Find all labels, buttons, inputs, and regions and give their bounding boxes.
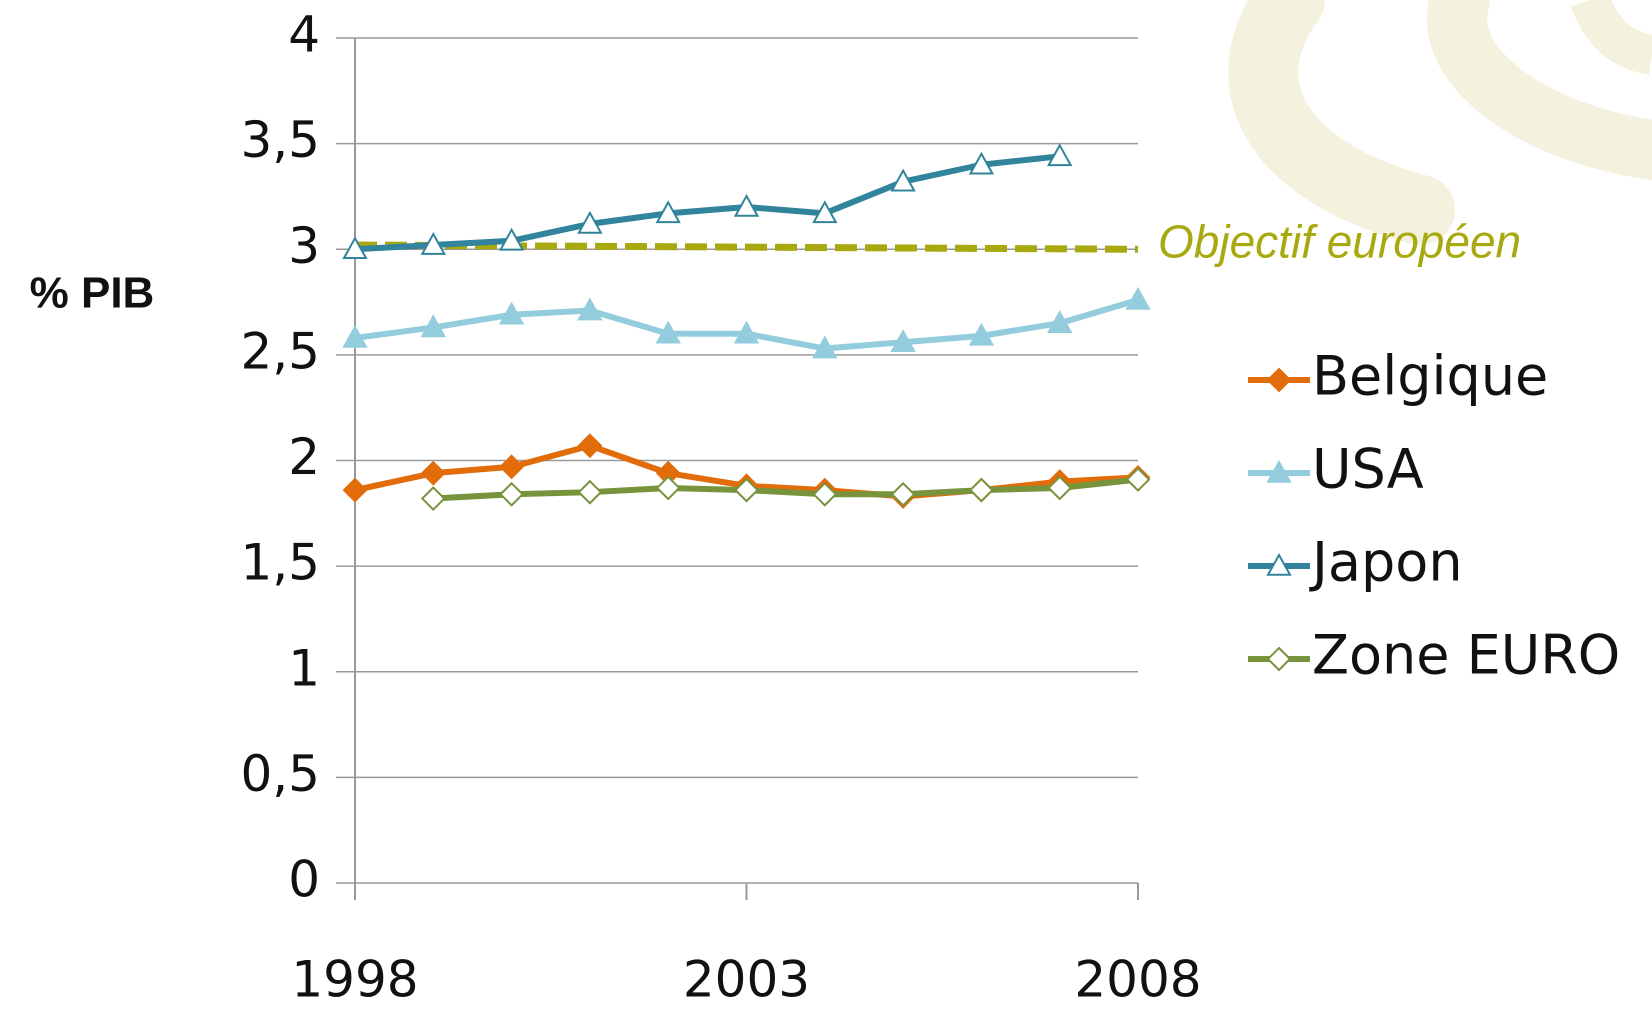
data-point	[577, 297, 603, 321]
data-point	[968, 151, 995, 175]
series	[342, 286, 1151, 359]
data-point	[812, 481, 838, 507]
data-point	[733, 193, 760, 217]
series	[342, 143, 1073, 260]
data-point	[655, 475, 681, 501]
data-point	[890, 481, 916, 507]
data-point	[1047, 475, 1073, 501]
data-point	[577, 210, 603, 234]
data-point	[655, 320, 681, 344]
legend-label: Belgique	[1312, 345, 1548, 408]
data-point	[499, 454, 525, 480]
data-point	[420, 231, 446, 255]
y-tick-label: 0	[288, 851, 320, 909]
data-point	[420, 486, 446, 511]
data-point	[1125, 286, 1151, 310]
y-tick-label: 3	[288, 217, 320, 275]
target-line	[354, 241, 1139, 253]
data-point	[342, 236, 368, 260]
target-label: Objectif européen	[1158, 215, 1521, 267]
y-tick-label: 1,5	[240, 534, 320, 592]
x-tick-label: 2008	[1074, 951, 1201, 1009]
y-tick-label: 2,5	[240, 322, 320, 380]
data-point	[733, 320, 760, 344]
legend-label: Japon	[1309, 531, 1463, 594]
data-point	[968, 322, 995, 346]
data-point	[342, 324, 368, 348]
data-point	[812, 335, 838, 359]
data-point	[1047, 143, 1073, 167]
data-point	[577, 479, 603, 505]
data-point	[342, 477, 368, 503]
y-tick-label: 1	[288, 639, 320, 697]
data-point	[420, 460, 446, 486]
data-point	[734, 477, 759, 503]
x-tick-label: 2003	[683, 951, 810, 1009]
data-point	[498, 227, 525, 251]
y-tick-label: 0,5	[240, 745, 320, 803]
data-point	[577, 433, 603, 459]
legend-marker	[1266, 646, 1292, 672]
series-line	[354, 153, 1061, 253]
legend-marker	[1266, 367, 1292, 393]
y-axis-label: % PIB	[30, 269, 155, 318]
background-decoration	[1228, 0, 1652, 245]
data-point	[420, 314, 446, 338]
legend-label: Zone EURO	[1312, 624, 1620, 687]
series	[420, 467, 1151, 511]
y-tick-label: 4	[288, 6, 320, 64]
legend-marker	[1266, 552, 1292, 576]
data-point	[1047, 310, 1073, 333]
legend-marker	[1266, 459, 1292, 483]
legend-label: USA	[1312, 438, 1424, 501]
y-tick-label: 3,5	[240, 111, 320, 169]
data-point	[890, 329, 916, 352]
x-tick-label: 1998	[291, 951, 418, 1009]
data-point	[499, 481, 525, 507]
data-point	[498, 301, 525, 325]
data-point	[1125, 467, 1151, 492]
data-point	[968, 477, 994, 503]
y-tick-label: 2	[288, 428, 320, 486]
data-point	[812, 200, 838, 224]
data-point	[655, 200, 681, 224]
series-line	[433, 476, 1139, 502]
data-point	[890, 168, 916, 192]
